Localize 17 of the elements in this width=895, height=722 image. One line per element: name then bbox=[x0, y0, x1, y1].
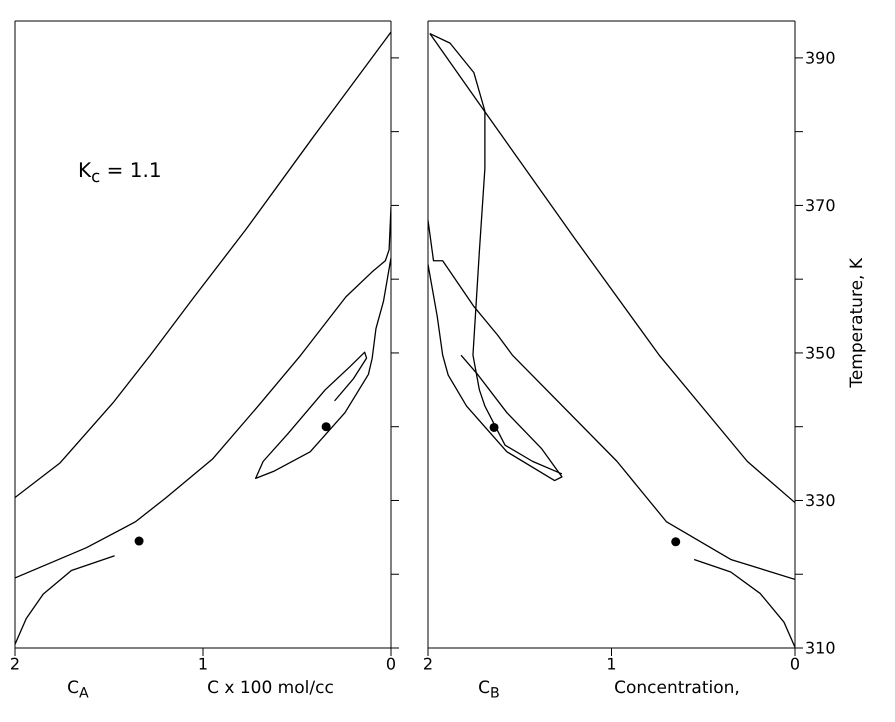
x-tick-label: 1 bbox=[606, 654, 617, 674]
y-tick-label: 370 bbox=[805, 196, 836, 216]
y-axis-title: Temperature, K bbox=[847, 258, 867, 388]
y-tick-label: 310 bbox=[805, 638, 836, 658]
x-tick-label: 2 bbox=[10, 654, 20, 674]
x-tick-label: 2 bbox=[422, 654, 434, 674]
x-axis-title: C$_{B}$ bbox=[478, 678, 500, 702]
x-tick-label: 1 bbox=[198, 654, 208, 674]
x-tick-label: 0 bbox=[386, 654, 396, 674]
x-tick-label: 0 bbox=[790, 654, 800, 674]
text: Concentration, bbox=[614, 678, 740, 700]
annotation: K$_{c}$ = 1.1 bbox=[78, 158, 162, 186]
y-tick-label: 330 bbox=[805, 491, 836, 510]
y-tick-label: 350 bbox=[805, 344, 836, 363]
x-axis-title: C$_{A}$ bbox=[67, 678, 89, 702]
text: C x 100 mol/cc bbox=[207, 678, 334, 700]
y-tick-label: 390 bbox=[805, 48, 836, 68]
